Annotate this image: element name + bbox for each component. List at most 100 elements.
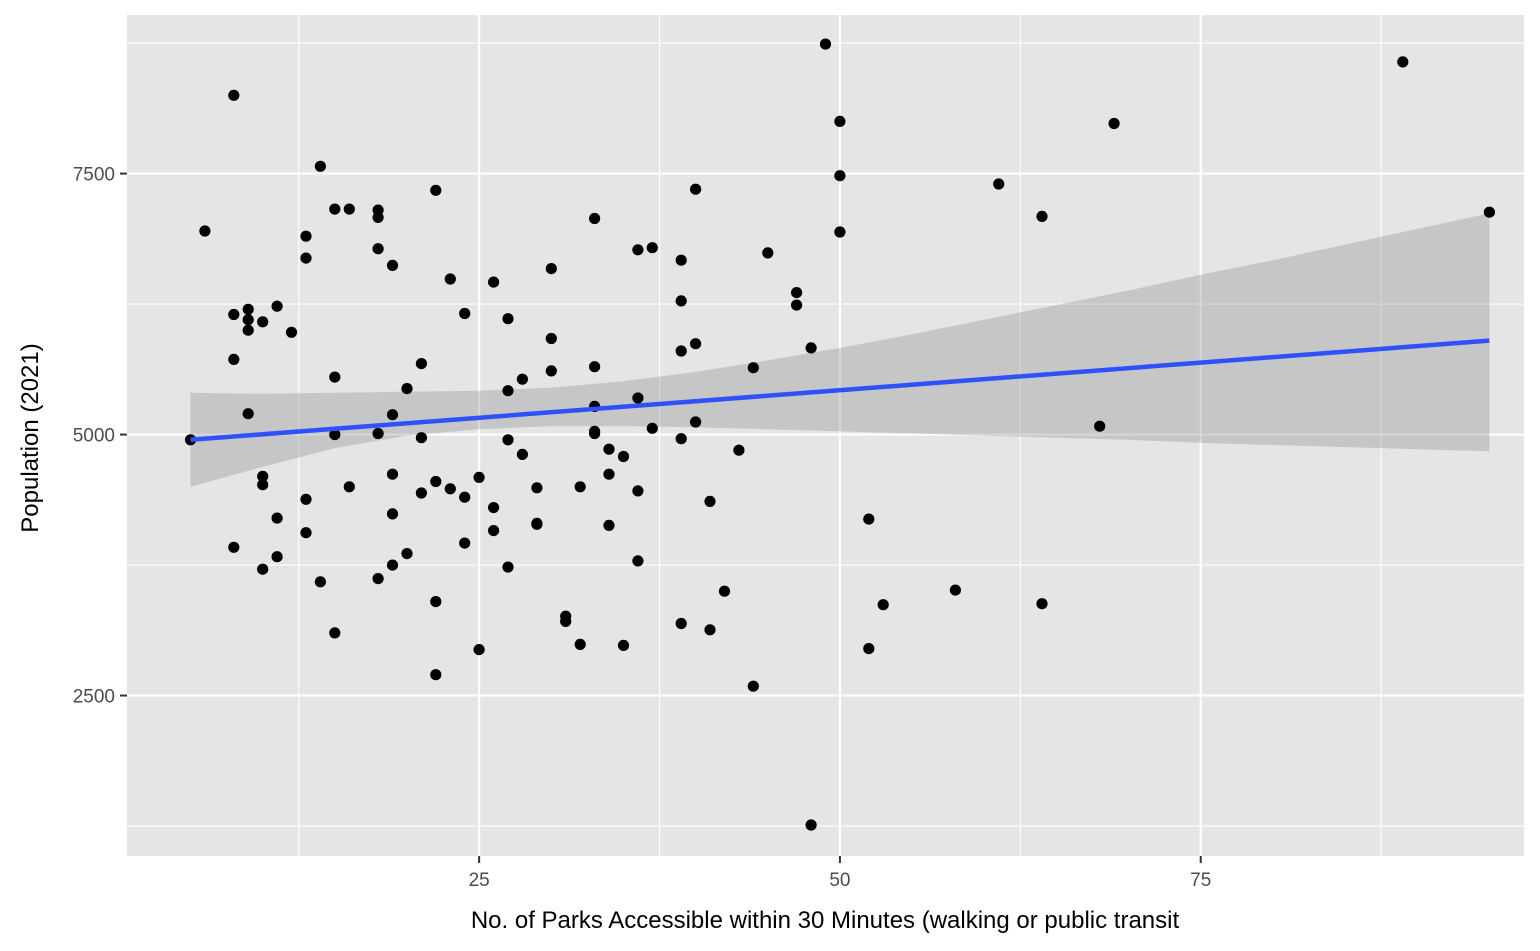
data-point (242, 303, 254, 315)
data-point (372, 573, 384, 585)
data-point (242, 314, 254, 326)
data-point (718, 585, 731, 597)
data-point (329, 429, 341, 441)
data-point (386, 409, 399, 421)
data-point (459, 537, 471, 549)
data-point (473, 471, 485, 483)
data-point (834, 115, 846, 127)
data-point (675, 345, 687, 357)
data-point (675, 254, 687, 266)
data-point (430, 475, 442, 488)
data-point (834, 170, 846, 182)
data-point (791, 299, 803, 311)
data-point (646, 422, 658, 434)
data-point (646, 242, 658, 254)
data-point (949, 584, 962, 596)
data-point (502, 561, 514, 573)
data-point (545, 332, 557, 345)
data-point (242, 324, 254, 336)
data-point (257, 479, 269, 491)
data-point (444, 483, 456, 495)
data-point (199, 225, 211, 237)
data-point (1483, 206, 1495, 218)
regression-line (190, 338, 1490, 443)
y-tick-label: 7500 (73, 165, 115, 186)
data-point (343, 481, 355, 493)
data-point (877, 599, 889, 611)
data-point (762, 247, 774, 259)
data-point (459, 307, 471, 320)
data-point (228, 308, 240, 321)
data-point (459, 491, 471, 503)
data-point (632, 555, 644, 567)
data-point (257, 563, 269, 575)
data-point (545, 263, 557, 275)
data-point (401, 548, 413, 560)
data-point (271, 551, 283, 563)
x-tick-label: 50 (829, 870, 850, 891)
data-point (805, 342, 817, 354)
data-point (343, 203, 355, 215)
data-point (502, 385, 514, 397)
data-point (329, 627, 341, 639)
data-point (632, 485, 644, 497)
data-point (834, 226, 846, 238)
data-point (747, 680, 759, 692)
data-point (372, 243, 384, 255)
data-point (632, 244, 644, 256)
data-point (184, 434, 197, 446)
data-point (574, 638, 586, 651)
data-point (690, 416, 702, 428)
data-point (271, 512, 283, 524)
data-point (733, 444, 745, 456)
data-point (704, 624, 716, 636)
data-point (603, 443, 615, 455)
points-layer (184, 38, 1495, 831)
data-point (430, 596, 442, 608)
data-point (372, 427, 384, 440)
data-point (1108, 117, 1120, 130)
data-point (430, 669, 442, 681)
x-axis-title: No. of Parks Accessible within 30 Minute… (471, 907, 1180, 934)
confidence-band-layer (190, 213, 1490, 487)
data-point (271, 300, 283, 312)
data-point (1036, 210, 1048, 222)
data-point (690, 338, 702, 350)
data-point (747, 362, 759, 374)
data-point (372, 211, 384, 223)
data-point (329, 371, 341, 383)
data-point (675, 617, 687, 630)
data-point (488, 502, 500, 514)
data-point (415, 487, 427, 499)
data-point (300, 230, 312, 242)
data-point (300, 527, 312, 539)
data-point (300, 493, 312, 505)
data-point (502, 313, 514, 325)
y-axis-title: Population (2021) (17, 343, 44, 532)
x-tick-label: 75 (1190, 870, 1211, 891)
fit-line-layer (190, 338, 1490, 443)
data-point (791, 287, 803, 299)
data-point (632, 392, 644, 404)
data-point (805, 819, 817, 831)
x-tick-label: 25 (469, 870, 490, 891)
data-point (531, 518, 543, 530)
data-point (675, 295, 687, 307)
data-point (993, 178, 1005, 190)
data-point (228, 89, 240, 101)
data-point (444, 273, 456, 285)
data-point (690, 183, 702, 195)
data-point (560, 615, 572, 628)
data-point (228, 353, 240, 365)
data-point (488, 276, 500, 288)
data-point (603, 519, 615, 532)
data-point (257, 316, 269, 328)
data-point (545, 365, 557, 377)
data-point (329, 203, 341, 215)
data-point (314, 576, 326, 588)
data-point (430, 184, 442, 196)
data-point (1397, 56, 1409, 68)
data-point (242, 408, 254, 420)
major-gridlines (127, 15, 1524, 856)
